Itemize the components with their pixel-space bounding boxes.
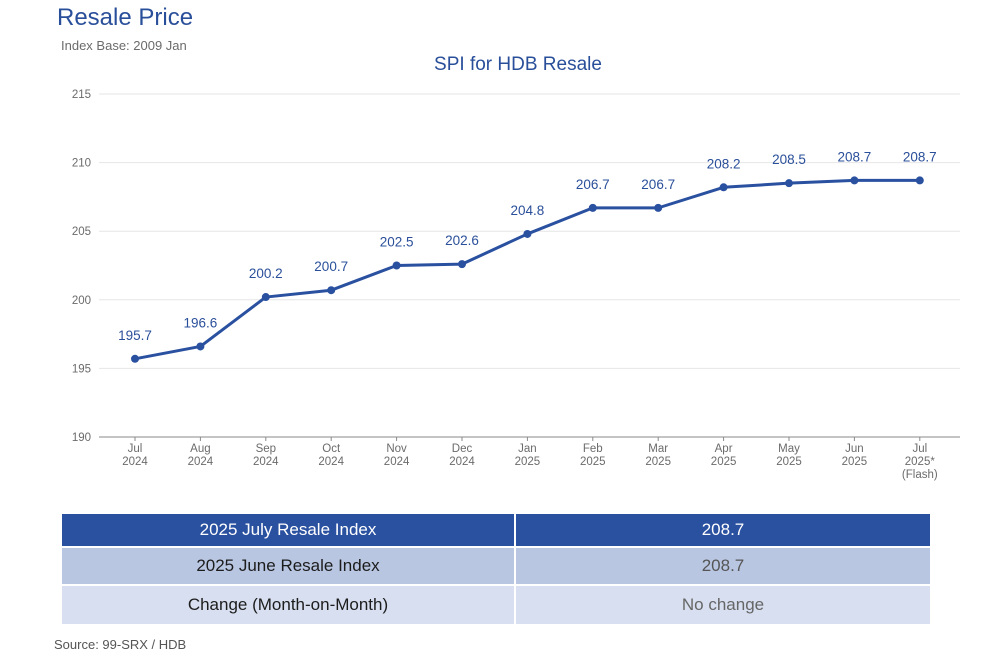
x-tick-label: 2025 <box>776 456 802 468</box>
data-point <box>261 293 270 302</box>
data-point <box>588 203 597 212</box>
x-tick-label: Mar <box>648 443 668 455</box>
summary-row-change: Change (Month-on-Month) No change <box>60 584 932 626</box>
x-tick-label: May <box>778 443 800 455</box>
data-label: 206.7 <box>576 177 610 192</box>
x-tick-label: Nov <box>386 443 407 455</box>
chart-title: SPI for HDB Resale <box>434 54 602 75</box>
data-point <box>327 286 336 295</box>
x-tick-label: Jul <box>128 443 143 455</box>
data-point <box>654 203 663 212</box>
data-label: 200.2 <box>249 266 283 281</box>
data-point <box>523 229 532 238</box>
data-label: 196.6 <box>184 315 218 330</box>
x-tick-label: 2025 <box>711 456 737 468</box>
y-tick-label: 205 <box>72 226 91 238</box>
data-point <box>196 342 205 351</box>
data-label: 202.5 <box>380 235 414 250</box>
data-label: 204.8 <box>511 203 545 218</box>
data-point <box>915 176 924 185</box>
x-tick-label: Sep <box>256 443 276 455</box>
summary-row-july: 2025 July Resale Index 208.7 <box>60 512 932 548</box>
data-label: 208.7 <box>838 149 872 164</box>
y-tick-label: 190 <box>72 432 91 444</box>
x-tick-label: Dec <box>452 443 473 455</box>
y-tick-label: 195 <box>72 363 91 375</box>
data-point <box>850 176 859 185</box>
x-tick-label: 2025 <box>515 456 541 468</box>
x-tick-label: Feb <box>583 443 603 455</box>
data-label: 208.5 <box>772 152 806 167</box>
page-subtitle: Index Base: 2009 Jan <box>61 38 187 53</box>
source-note: Source: 99-SRX / HDB <box>54 637 187 652</box>
data-label: 208.7 <box>903 149 937 164</box>
x-tick-label: 2025 <box>645 456 671 468</box>
x-tick-label: 2024 <box>253 456 279 468</box>
data-point <box>458 260 466 269</box>
data-label: 202.6 <box>445 233 479 248</box>
x-tick-label: 2024 <box>188 456 214 468</box>
summary-table: 2025 July Resale Index 208.7 2025 June R… <box>60 512 932 626</box>
data-label: 206.7 <box>641 177 675 192</box>
summary-label: 2025 July Resale Index <box>60 512 516 548</box>
x-tick-label: Jul <box>912 443 927 455</box>
summary-value: 208.7 <box>514 512 932 548</box>
y-tick-label: 210 <box>72 158 91 170</box>
x-tick-label: Aug <box>190 443 210 455</box>
data-point <box>785 179 793 188</box>
x-tick-label: 2024 <box>122 456 148 468</box>
data-point <box>131 354 139 363</box>
data-label: 200.7 <box>314 259 348 274</box>
x-tick-label: Apr <box>715 443 733 455</box>
x-tick-label: 2024 <box>318 456 344 468</box>
summary-value: No change <box>514 584 932 626</box>
x-tick-label: Jun <box>845 443 864 455</box>
summary-label: 2025 June Resale Index <box>60 546 516 586</box>
data-label: 195.7 <box>118 328 152 343</box>
x-tick-label: (Flash) <box>902 469 938 481</box>
summary-value: 208.7 <box>514 546 932 586</box>
summary-row-june: 2025 June Resale Index 208.7 <box>60 546 932 586</box>
x-tick-label: 2025* <box>905 456 936 468</box>
x-tick-label: 2024 <box>449 456 475 468</box>
y-tick-label: 215 <box>72 89 91 101</box>
x-tick-label: 2024 <box>384 456 410 468</box>
data-point <box>719 183 728 192</box>
x-tick-label: 2025 <box>842 456 868 468</box>
x-tick-label: 2025 <box>580 456 606 468</box>
data-label: 208.2 <box>707 156 741 171</box>
y-tick-label: 200 <box>72 295 91 307</box>
x-tick-label: Jan <box>518 443 537 455</box>
page-title: Resale Price <box>57 4 194 31</box>
data-point <box>392 261 401 270</box>
x-tick-label: Oct <box>322 443 341 455</box>
line-chart: 190195200205210215Jul2024Aug2024Sep2024O… <box>72 89 960 481</box>
summary-label: Change (Month-on-Month) <box>60 584 516 626</box>
